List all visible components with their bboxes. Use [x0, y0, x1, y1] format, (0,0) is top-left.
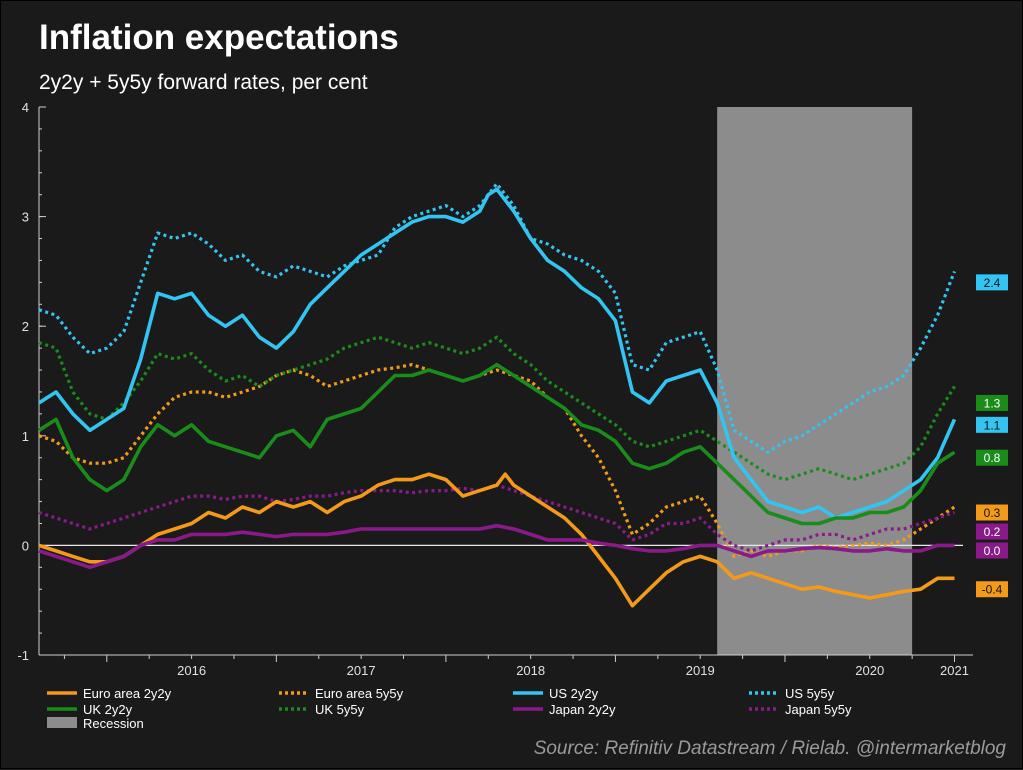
series-line-euro-area-2y2y	[38, 472, 955, 608]
end-label: 0.3	[984, 506, 1001, 520]
y-tick-label: 3	[22, 210, 29, 225]
legend-label: Euro area 2y2y	[83, 686, 172, 701]
legend-label: US 2y2y	[549, 686, 599, 701]
end-label-box	[976, 581, 1008, 598]
series-line-uk-2y2y	[38, 362, 956, 526]
series-line-uk-5y5y	[38, 335, 956, 482]
legend-label: Euro area 5y5y	[315, 686, 404, 701]
x-tick-label: 2021	[940, 663, 969, 678]
end-label: 1.3	[984, 396, 1001, 410]
axes-group: -1 0 1 2 3 4 2016 2017 2018 2019 2020 2021	[17, 100, 973, 678]
end-label: 0.8	[984, 451, 1001, 465]
source-note: Source: Refinitiv Datastream / Rielab. @…	[534, 738, 1007, 759]
x-tick-label: 2016	[177, 663, 206, 678]
x-tick-label: 2020	[855, 663, 884, 678]
chart-title: Inflation expectations	[39, 18, 399, 57]
chart-subtitle: 2y2y + 5y5y forward rates, per cent	[39, 71, 368, 94]
end-label-box	[976, 523, 1008, 540]
y-tick-label: -1	[17, 648, 29, 663]
end-label: 2.4	[984, 276, 1001, 290]
y-tick-label: 4	[22, 100, 29, 115]
end-label-box	[976, 394, 1008, 411]
x-tick-label: 2019	[686, 663, 715, 678]
end-label-box	[976, 504, 1008, 521]
end-label: 0.2	[984, 525, 1001, 539]
x-tick-label: 2017	[347, 663, 376, 678]
recession-band-group	[717, 107, 913, 655]
series-line-us-2y2y	[38, 187, 957, 520]
legend: Euro area 2y2y Euro area 5y5y US 2y2y US 5y…	[47, 686, 852, 731]
end-label-box	[976, 416, 1008, 433]
recession-band	[717, 107, 913, 655]
end-label-box	[976, 274, 1008, 291]
legend-label: UK 2y2y	[83, 702, 133, 717]
legend-label: Japan 2y2y	[549, 702, 616, 717]
series-line-euro-area-5y5y	[38, 363, 956, 558]
end-labels-group: 2.4 1.3 1.1 0.8 0.3 0.2 0.0 -0.4	[976, 274, 1008, 598]
y-tick-label: 1	[22, 429, 29, 444]
end-label-box	[976, 449, 1008, 466]
x-tick-label: 2018	[516, 663, 545, 678]
legend-label: Japan 5y5y	[785, 702, 852, 717]
series-line-us-5y5y	[38, 182, 956, 454]
end-label: 1.1	[984, 418, 1001, 432]
y-tick-label: 0	[22, 538, 29, 553]
series-group	[38, 182, 957, 608]
series-line-japan-2y2y	[38, 523, 955, 570]
legend-swatch	[47, 717, 77, 728]
end-label-box	[976, 542, 1008, 559]
legend-label: US 5y5y	[785, 686, 835, 701]
legend-label: Recession	[83, 716, 144, 731]
end-label: -0.4	[982, 583, 1003, 597]
end-label: 0.0	[984, 544, 1001, 558]
y-tick-label: 2	[22, 319, 29, 334]
legend-label: UK 5y5y	[315, 702, 365, 717]
